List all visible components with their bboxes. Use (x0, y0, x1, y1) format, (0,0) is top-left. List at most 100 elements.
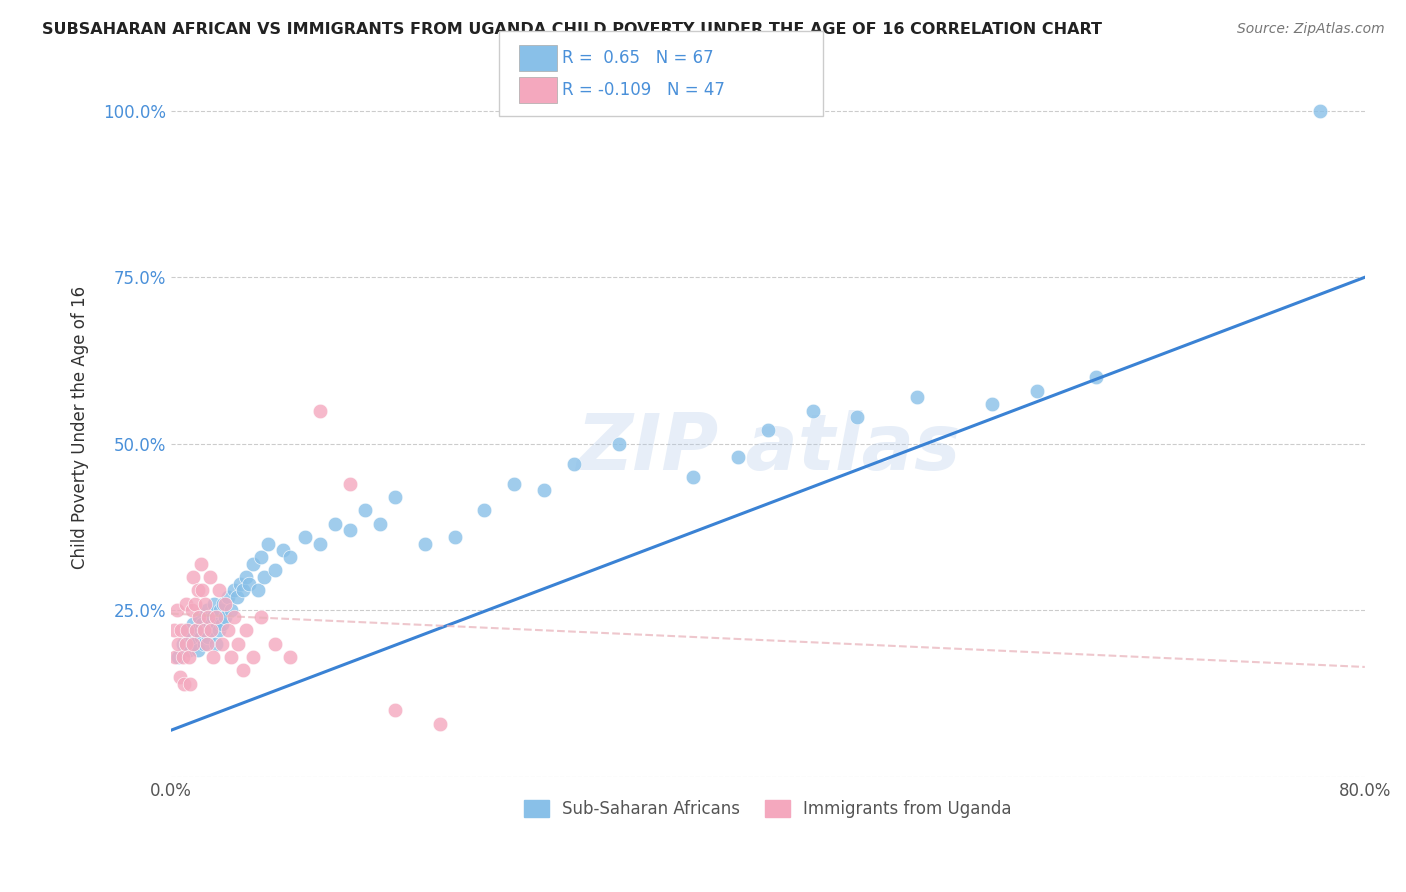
Point (756, 424, 779, 438)
Point (167, 637, 190, 651)
Point (197, 630, 219, 644)
Point (187, 643, 209, 657)
Point (533, 483, 555, 498)
Point (180, 603, 202, 617)
Point (219, 603, 242, 617)
Point (607, 437, 630, 451)
Point (211, 637, 233, 651)
Point (443, 530, 465, 544)
Point (211, 616, 233, 631)
Point (198, 616, 221, 631)
Point (188, 610, 211, 624)
Point (188, 610, 211, 624)
Point (186, 624, 208, 638)
Point (1025, 384, 1047, 398)
Point (801, 403, 824, 417)
Point (217, 624, 239, 638)
Legend: Sub-Saharan Africans, Immigrants from Uganda: Sub-Saharan Africans, Immigrants from Ug… (517, 793, 1019, 824)
Point (249, 549, 271, 564)
Point (252, 570, 274, 584)
Point (246, 583, 269, 598)
Text: Source: ZipAtlas.com: Source: ZipAtlas.com (1237, 22, 1385, 37)
Point (1085, 370, 1108, 384)
Point (242, 650, 264, 665)
Point (354, 503, 377, 517)
Point (846, 410, 869, 425)
Point (323, 516, 346, 531)
Point (257, 537, 280, 551)
Point (271, 543, 294, 558)
Point (474, 503, 496, 517)
Point (208, 624, 231, 638)
Point (212, 597, 235, 611)
Text: SUBSAHARAN AFRICAN VS IMMIGRANTS FROM UGANDA CHILD POVERTY UNDER THE AGE OF 16 C: SUBSAHARAN AFRICAN VS IMMIGRANTS FROM UG… (42, 22, 1102, 37)
Point (235, 570, 257, 584)
Point (264, 637, 287, 651)
Point (163, 624, 186, 638)
Point (201, 650, 224, 665)
Point (179, 676, 201, 690)
Point (384, 703, 406, 717)
Point (503, 476, 526, 491)
Point (232, 663, 254, 677)
Y-axis label: Child Poverty Under the Age of 16: Child Poverty Under the Age of 16 (72, 285, 89, 569)
Point (339, 476, 361, 491)
Point (174, 597, 197, 611)
Point (280, 650, 302, 665)
Point (174, 637, 197, 651)
Point (235, 624, 257, 638)
Point (167, 650, 190, 665)
Point (176, 624, 198, 638)
Point (727, 450, 749, 464)
Point (193, 637, 215, 651)
Point (264, 563, 287, 577)
Point (186, 624, 208, 638)
Point (200, 624, 222, 638)
Point (166, 603, 188, 617)
Point (180, 630, 202, 644)
Point (222, 583, 245, 598)
Point (413, 537, 436, 551)
Point (172, 637, 194, 651)
Point (194, 597, 217, 611)
Point (183, 637, 205, 651)
Point (190, 557, 212, 571)
Point (183, 616, 205, 631)
Point (309, 537, 332, 551)
Point (905, 390, 928, 404)
Point (197, 610, 219, 624)
Point (195, 637, 218, 651)
Point (193, 624, 215, 638)
Point (195, 603, 218, 617)
Point (242, 557, 264, 571)
Point (190, 630, 212, 644)
Point (184, 597, 207, 611)
Point (980, 397, 1002, 411)
Point (209, 603, 232, 617)
Point (174, 624, 197, 638)
Point (183, 570, 205, 584)
Point (214, 610, 236, 624)
Point (384, 490, 406, 504)
Text: ZIP atlas: ZIP atlas (575, 410, 960, 486)
Point (187, 583, 209, 598)
Point (249, 610, 271, 624)
Point (225, 590, 247, 604)
Point (219, 650, 242, 665)
Point (202, 597, 225, 611)
Point (232, 583, 254, 598)
Point (682, 470, 704, 484)
Point (1309, 103, 1331, 118)
Point (191, 583, 214, 598)
Point (200, 624, 222, 638)
Point (228, 576, 250, 591)
Point (177, 650, 200, 665)
Point (222, 610, 245, 624)
Point (177, 643, 200, 657)
Point (208, 583, 231, 598)
Point (198, 570, 221, 584)
Point (280, 549, 302, 564)
Point (204, 637, 226, 651)
Point (184, 637, 207, 651)
Point (201, 610, 224, 624)
